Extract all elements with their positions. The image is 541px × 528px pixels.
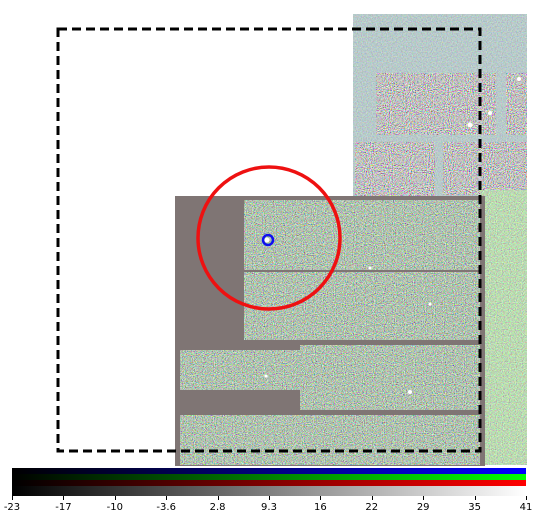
colorbar-tick-label: -17 xyxy=(55,502,72,513)
colorbar-tick-label: 9.3 xyxy=(261,502,277,513)
colorbar-green xyxy=(12,474,526,480)
colorbar-tick-label: 22 xyxy=(365,502,379,513)
colorbar-tick xyxy=(371,496,373,500)
colorbar-tick xyxy=(114,496,116,500)
colorbar-tick-label: 16 xyxy=(314,502,327,513)
detector-chip xyxy=(244,272,480,340)
colorbar-tick-label: -3.6 xyxy=(156,502,176,513)
detector-chip xyxy=(355,142,435,200)
colorbar[interactable] xyxy=(12,468,526,496)
detector-chip xyxy=(180,415,480,465)
colorbar-tick xyxy=(423,496,425,500)
colorbar-tick xyxy=(217,496,219,500)
detector-chip xyxy=(300,345,480,410)
colorbar-tick-label: 29 xyxy=(416,502,430,513)
colorbar-ticks: -23 -17 -10 -3.6 2.8 9.3 16 22 29 35 41 xyxy=(4,496,532,528)
detector-chip xyxy=(244,200,480,270)
colorbar-tick xyxy=(320,496,322,500)
colorbar-tick-label: 35 xyxy=(468,502,481,513)
colorbar-gray xyxy=(12,486,526,496)
search-radius-circle[interactable] xyxy=(196,165,342,311)
colorbar-tick-label: 41 xyxy=(519,502,533,513)
upper-field xyxy=(353,14,527,200)
colorbar-tick-label: -10 xyxy=(106,502,123,513)
main-mosaic xyxy=(175,196,485,466)
colorbar-tick-label: -23 xyxy=(3,502,21,513)
colorbar-tick xyxy=(166,496,168,500)
colorbar-tick xyxy=(12,496,13,500)
colorbar-red xyxy=(12,480,526,486)
detector-chip xyxy=(376,73,496,135)
colorbar-tick xyxy=(269,496,270,500)
green-strip xyxy=(480,190,527,465)
colorbar-tick xyxy=(63,496,65,500)
colorbar-tick-label: 2.8 xyxy=(209,502,226,513)
sky-image[interactable] xyxy=(0,0,541,468)
detector-chip xyxy=(443,142,527,195)
field-of-view-box[interactable] xyxy=(56,27,482,453)
detector-chip xyxy=(180,350,300,390)
colorbar-blue xyxy=(12,468,526,474)
colorbar-tick xyxy=(474,496,476,500)
target-marker-circle[interactable] xyxy=(261,233,275,247)
colorbar-tick xyxy=(526,496,527,500)
detector-chip xyxy=(506,73,527,135)
